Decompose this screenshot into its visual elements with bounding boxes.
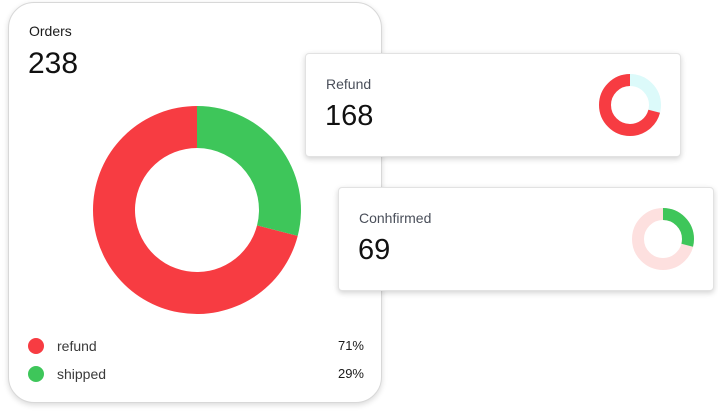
donut-segment-refund xyxy=(93,106,298,314)
orders-count: 238 xyxy=(28,47,79,80)
shipped-legend-dot xyxy=(28,366,44,382)
refund-label: Refund xyxy=(326,76,372,92)
legend-value: 71% xyxy=(337,338,364,353)
legend-label: shipped xyxy=(57,366,107,382)
legend-item-shipped: shipped 29% xyxy=(28,364,364,384)
refund-legend-dot xyxy=(28,338,44,354)
legend-value: 29% xyxy=(337,366,364,381)
refund-donut-fill xyxy=(599,74,661,136)
refund-card: Refund 168 xyxy=(305,53,681,157)
confirmed-donut-fill xyxy=(632,208,694,270)
confirmed-mini-donut xyxy=(632,208,694,270)
legend-item-refund: refund 71% xyxy=(28,336,364,356)
confirmed-card: Conhfirmed 69 xyxy=(338,187,714,291)
legend-label: refund xyxy=(57,338,97,354)
refund-mini-donut xyxy=(599,74,661,136)
confirmed-value: 69 xyxy=(358,234,391,266)
donut-segment-shipped xyxy=(197,106,301,236)
refund-value: 168 xyxy=(325,100,374,132)
orders-donut-chart xyxy=(93,106,301,314)
orders-title: Orders xyxy=(29,23,72,39)
confirmed-label: Conhfirmed xyxy=(359,210,432,226)
